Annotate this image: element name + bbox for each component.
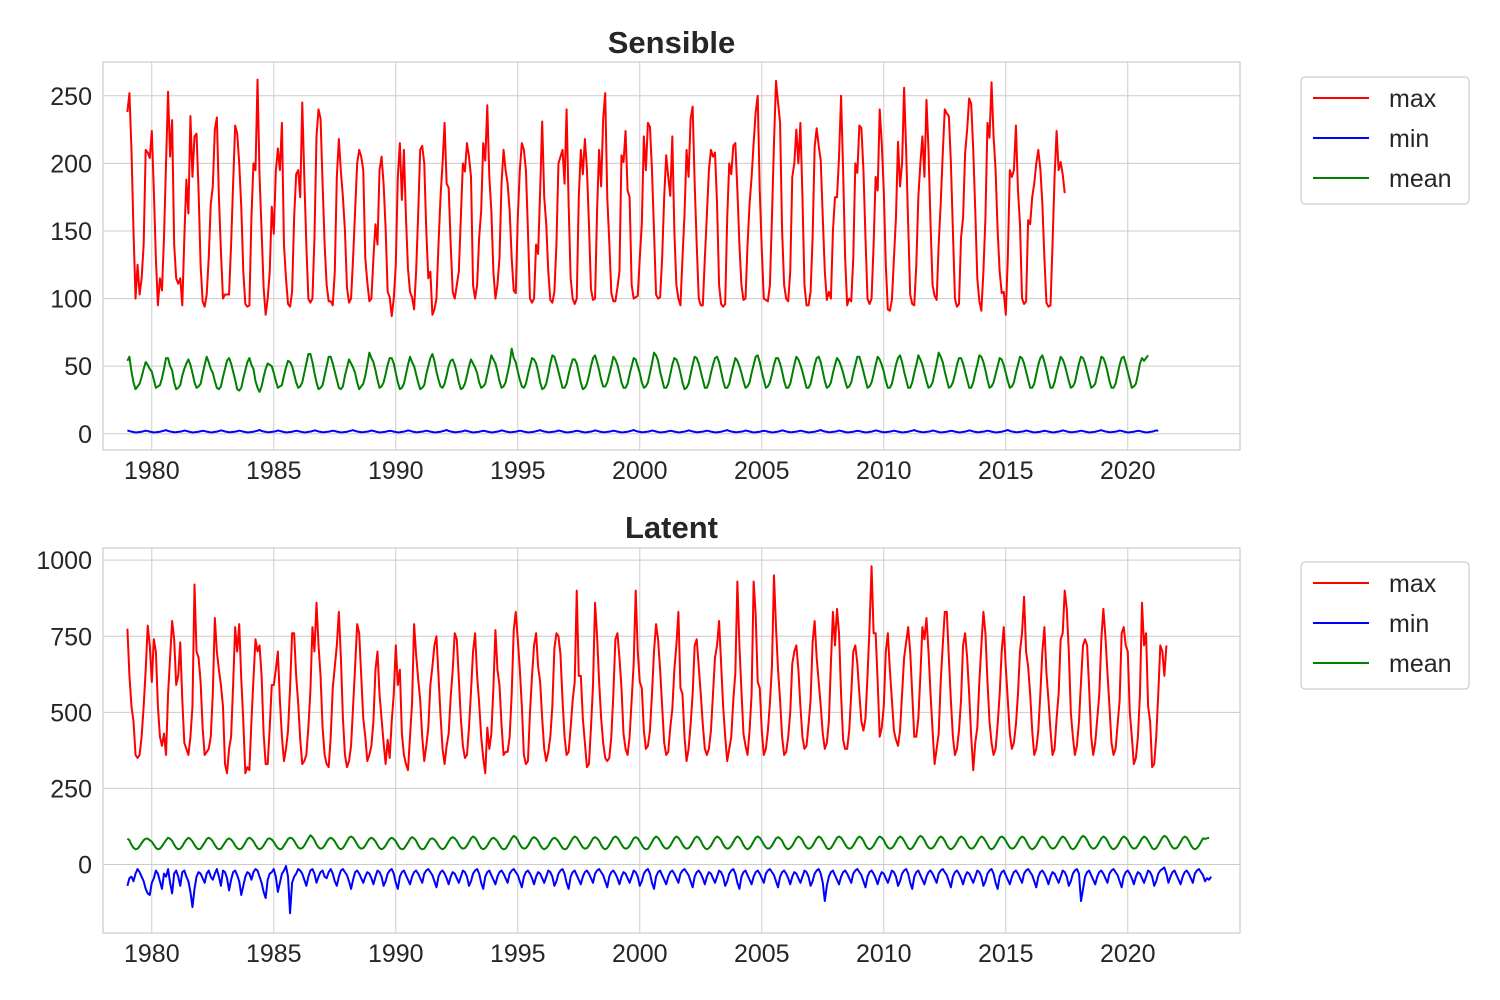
latent-legend-label-mean: mean: [1389, 650, 1452, 678]
latent-x-tick-label: 2000: [612, 940, 668, 968]
latent-x-tick-label: 1990: [368, 940, 424, 968]
sensible-x-tick-label: 1985: [246, 457, 302, 485]
sensible-legend-label-min: min: [1389, 125, 1429, 153]
sensible-y-tick-label: 250: [50, 83, 92, 111]
latent-series-min-line: [126, 865, 1212, 915]
sensible-y-tick-label: 0: [78, 421, 92, 449]
sensible-series-min-line: [127, 428, 1159, 434]
sensible-y-tick-label: 150: [50, 218, 92, 246]
sensible-legend-label-mean: mean: [1389, 165, 1452, 193]
latent-x-tick-label: 1985: [246, 940, 302, 968]
sensible-x-tick-label: 2020: [1100, 457, 1156, 485]
latent-x-tick-label: 2015: [978, 940, 1034, 968]
sensible-x-tick-label: 1995: [490, 457, 546, 485]
sensible-legend-label-max: max: [1389, 85, 1437, 113]
latent-legend-box: [1300, 561, 1470, 690]
latent-legend-label-max: max: [1389, 570, 1437, 598]
latent-x-tick-label: 1995: [490, 940, 546, 968]
sensible-y-tick-label: 50: [64, 353, 92, 381]
latent-x-tick-label: 1980: [124, 940, 180, 968]
latent-y-tick-label: 750: [50, 623, 92, 651]
sensible-x-tick-label: 2015: [978, 457, 1034, 485]
latent-y-tick-label: 0: [78, 852, 92, 880]
sensible-series-max-line: [126, 78, 1066, 318]
sensible-x-tick-label: 1990: [368, 457, 424, 485]
sensible-plot-frame: [102, 61, 1241, 451]
latent-gridlines: [103, 548, 1240, 933]
latent-y-tick-label: 1000: [36, 547, 92, 575]
sensible-chart-title: Sensible: [608, 25, 736, 60]
latent-series-max-line: [126, 565, 1168, 775]
sensible-legend-box: [1300, 76, 1470, 205]
latent-y-tick-label: 250: [50, 775, 92, 803]
sensible-x-tick-label: 2005: [734, 457, 790, 485]
latent-legend: max min mean: [1300, 561, 1470, 690]
latent-panel: 1980 1985 1990 1995 2000 2005 2010 2015 2020 0 250…: [36, 510, 1470, 968]
sensible-legend: max min mean: [1300, 76, 1470, 205]
sensible-panel: 1980 1985 1990 1995 2000 2005 2010 2015 2020 0 50 1…: [50, 25, 1470, 485]
sensible-gridlines: [103, 62, 1240, 450]
sensible-x-tick-label: 2010: [856, 457, 912, 485]
sensible-y-tick-label: 200: [50, 150, 92, 178]
sensible-x-tick-label: 1980: [124, 457, 180, 485]
sensible-x-tick-label: 2000: [612, 457, 668, 485]
latent-series-mean-line: [126, 834, 1210, 851]
latent-legend-label-min: min: [1389, 610, 1429, 638]
latent-y-tick-label: 500: [50, 699, 92, 727]
sensible-y-tick-label: 100: [50, 286, 92, 314]
latent-x-tick-label: 2020: [1100, 940, 1156, 968]
latent-plot-frame: [102, 547, 1241, 934]
latent-chart-title: Latent: [625, 510, 718, 545]
latent-x-tick-label: 2010: [856, 940, 912, 968]
sensible-series-mean-line: [126, 347, 1149, 393]
latent-x-tick-label: 2005: [734, 940, 790, 968]
